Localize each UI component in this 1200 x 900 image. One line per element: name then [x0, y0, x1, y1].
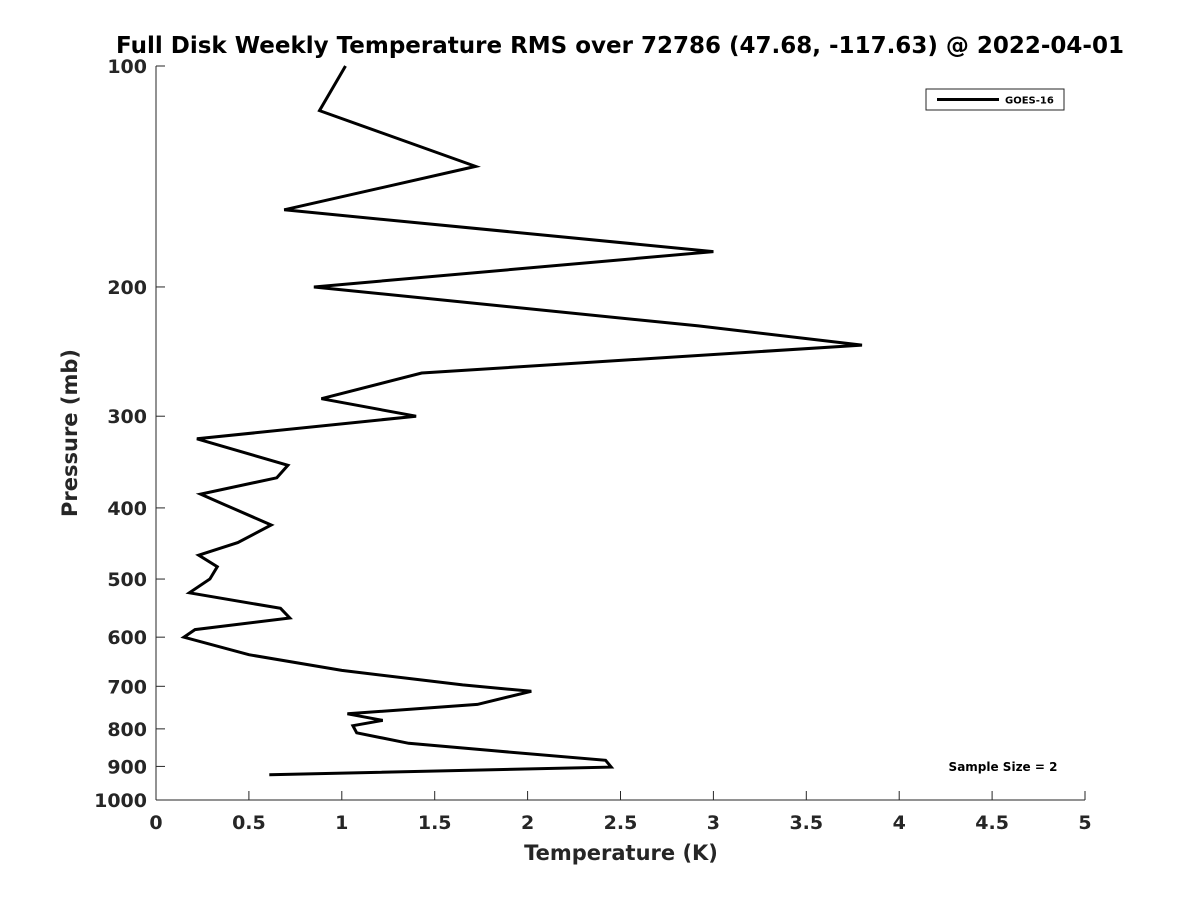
y-tick-label: 400 [107, 498, 147, 520]
plot-axes: 0 0.5 1 1.5 2 2.5 3 3.5 4 4.5 5 100 200 300 400 500 600 7… [94, 56, 1092, 834]
y-tick-label: 500 [107, 569, 147, 591]
x-tick-label: 5 [1078, 812, 1091, 834]
sample-size-annotation: Sample Size = 2 [949, 760, 1058, 774]
x-tick-label: 3 [707, 812, 720, 834]
x-tick-label: 2 [521, 812, 534, 834]
series-line-goes-16 [180, 65, 863, 777]
y-axis-label: Pressure (mb) [58, 349, 82, 517]
x-tick-label: 2.5 [604, 812, 638, 834]
y-tick-label: 200 [107, 277, 147, 299]
y-tick-label: 700 [107, 676, 147, 698]
x-tick-label: 1 [335, 812, 348, 834]
y-tick-label: 800 [107, 719, 147, 741]
x-tick-label: 4 [893, 812, 906, 834]
series-layer [180, 65, 863, 777]
x-tick-label: 0 [149, 812, 162, 834]
legend: GOES-16 [925, 88, 1065, 111]
y-tick-label: 900 [107, 756, 147, 778]
y-tick-label: 100 [107, 56, 147, 78]
x-tick-label: 0.5 [232, 812, 266, 834]
chart-title: Full Disk Weekly Temperature RMS over 72… [116, 33, 1124, 59]
y-tick-label: 600 [107, 627, 147, 649]
y-tick-label: 1000 [94, 790, 147, 812]
x-tick-label: 4.5 [975, 812, 1009, 834]
y-tick-label: 300 [107, 406, 147, 428]
legend-entry-label: GOES-16 [1005, 96, 1054, 107]
x-tick-label: 3.5 [789, 812, 823, 834]
x-axis-label: Temperature (K) [524, 841, 718, 865]
x-tick-label: 1.5 [418, 812, 452, 834]
